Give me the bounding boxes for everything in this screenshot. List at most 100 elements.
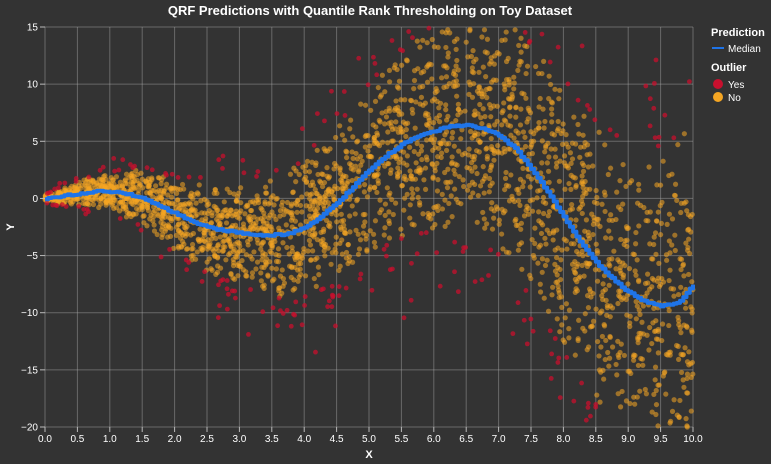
point-inlier [615,391,621,397]
point-inlier [688,408,694,414]
point-inlier [398,97,404,103]
point-inlier [334,219,340,225]
point-outlier [647,96,653,102]
point-inlier [480,164,486,170]
y-axis-title: Y [5,223,17,231]
point-inlier [346,253,353,260]
point-inlier [319,171,325,177]
point-outlier [557,395,563,401]
point-inlier [625,281,631,287]
point-inlier [428,62,434,68]
point-inlier [314,191,320,197]
point-inlier [581,273,587,279]
point-outlier [358,271,364,277]
point-inlier [443,141,449,147]
point-inlier [111,205,117,212]
point-inlier [424,40,430,46]
point-inlier [453,196,459,202]
point-inlier [154,189,160,195]
point-inlier [337,167,343,173]
point-inlier [431,96,438,102]
point-inlier [333,212,340,218]
point-inlier [614,372,620,378]
point-inlier [432,221,438,228]
point-inlier [579,160,585,166]
point-inlier [217,265,224,271]
point-inlier [554,128,561,134]
point-inlier [672,232,678,238]
point-inlier [377,119,383,125]
point-outlier [295,161,301,167]
point-inlier [685,244,691,251]
point-inlier [684,423,690,429]
legend-median-label: Median [728,44,761,55]
point-outlier [329,283,335,289]
point-inlier [549,292,555,298]
point-inlier [636,330,642,336]
point-inlier [184,223,190,230]
point-inlier [536,209,542,215]
point-inlier [258,270,264,276]
point-outlier [132,163,137,169]
point-outlier [414,251,420,257]
point-inlier [238,185,244,191]
x-tick-label: 9.5 [654,434,668,445]
y-tick-label: −5 [27,251,39,262]
point-inlier [269,278,276,284]
point-inlier [184,231,190,237]
point-inlier [542,235,548,241]
point-inlier [596,129,602,135]
point-outlier [186,260,192,265]
point-inlier [223,220,230,226]
point-inlier [448,193,454,199]
point-outlier [218,278,224,284]
point-inlier [633,316,639,322]
point-inlier [489,146,495,152]
point-inlier [617,178,623,184]
point-inlier [401,173,408,179]
point-inlier [436,105,442,111]
point-inlier [635,340,641,346]
point-inlier [469,94,476,100]
point-inlier [587,151,593,157]
point-inlier [343,249,350,256]
point-inlier [681,273,687,279]
point-inlier [563,132,569,138]
point-inlier [275,246,282,252]
point-inlier [678,284,684,290]
point-inlier [524,43,530,50]
point-outlier [232,295,238,301]
point-inlier [262,184,269,190]
point-inlier [393,119,399,125]
point-inlier [342,183,348,189]
point-inlier [415,194,421,200]
point-inlier [238,200,244,206]
point-inlier [607,355,613,361]
point-inlier [345,242,351,248]
point-inlier [196,182,202,188]
point-outlier [288,323,294,329]
series-median-line [45,122,695,309]
point-inlier [385,129,391,135]
point-inlier [549,111,555,117]
point-inlier [688,374,694,381]
point-inlier [505,55,511,61]
point-inlier [491,215,497,221]
point-outlier [486,273,491,278]
point-inlier [446,200,452,207]
point-inlier [158,194,164,201]
point-inlier [584,142,591,148]
point-inlier [368,107,374,113]
point-outlier [186,174,192,180]
point-inlier [345,178,351,184]
point-inlier [378,92,385,98]
point-inlier [637,388,643,394]
point-inlier [647,324,653,331]
point-outlier [652,135,658,141]
point-inlier [478,115,484,121]
point-outlier [198,175,203,180]
point-inlier [326,223,332,229]
point-inlier [549,106,555,112]
point-inlier [484,145,490,151]
point-inlier [554,316,560,322]
